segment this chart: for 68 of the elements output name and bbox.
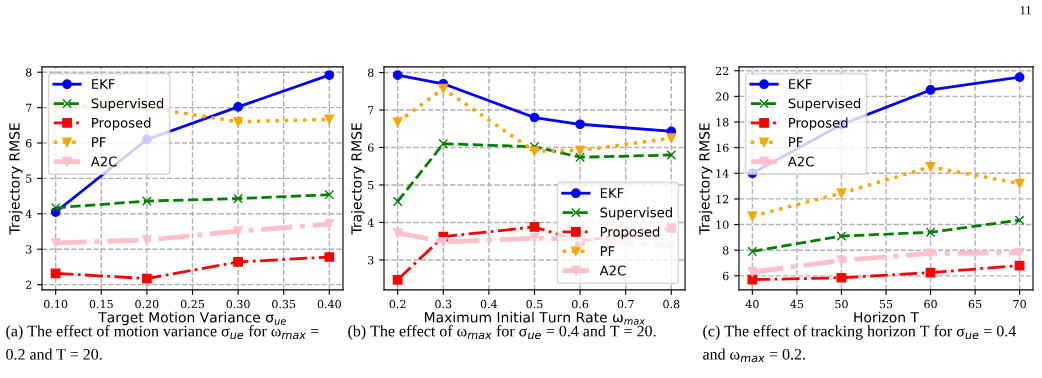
y-tick-label: 4 [367,218,374,227]
x-tick-label: 70 [1013,299,1026,309]
x-tick-label: 0.30 [226,299,250,309]
y-tick-label: 7 [26,103,32,112]
text: (b) The effect of ω$_{max}$ for σ$_{ue}$ = 0.4 and T = 20. [348,325,656,340]
x-tick-label: 0.4 [480,299,498,309]
x-tick-label: 0.25 [180,299,205,309]
x-tick-label: 0.2 [389,299,406,309]
y-tick-label: 3 [368,255,374,265]
y-tick-label: 3 [26,245,32,254]
x-tick-label: 0.35 [272,299,296,309]
y-tick-label: 8 [367,68,374,77]
legend-label: Supervised [788,98,861,111]
x-tick-label: 60 [924,299,937,309]
y-tick-label: 7 [368,106,374,115]
y-tick-label: 5 [368,181,374,190]
x-tick-label: 0.15 [89,299,113,309]
x-tick-label: 0.8 [663,299,680,309]
y-tick-label: 14 [716,169,729,178]
y-tick-label: 4 [25,209,32,219]
legend-label: A2C [90,156,117,167]
y-tick-label: 6 [722,271,729,281]
x-tick-label: 0.10 [44,299,68,309]
x-tick-label: 0.20 [135,299,159,309]
y-tick-label: 10 [716,220,729,229]
legend-label: PF [789,137,803,147]
text: (c) The effect of tracking horizon T for σ$_{ue}$ = 0.4 and ω$_{max}$ = 0.2. [703,325,1017,363]
y-tick-label: 16 [716,143,729,153]
y-axis-title: Trajectory RMSE [350,123,365,235]
x-tick-label: 40 [745,299,759,309]
y-tick-label: 5 [26,174,32,183]
legend-label: PF [600,246,615,256]
x-tick-label: 65 [968,299,982,309]
text: 11 [1020,6,1031,15]
x-tick-label: 45 [790,299,804,309]
y-tick-label: 6 [367,143,374,152]
legend-label: A2C [599,265,626,276]
legend-label: PF [92,137,106,147]
y-axis-title: Trajectory RMSE [698,123,713,235]
y-tick-label: 8 [722,246,729,255]
x-tick-label: 0.3 [435,299,452,309]
y-tick-label: 20 [715,92,729,101]
legend-label: Proposed [600,226,660,240]
x-tick-label: 50 [835,299,848,309]
legend-label: EKF [92,79,115,89]
legend-label: Proposed [92,117,151,131]
x-tick-label: 0.7 [617,299,634,309]
y-tick-label: 6 [25,138,32,148]
legend-label: A2C [787,156,814,167]
legend-label: EKF [600,188,624,198]
x-tick-label: 55 [879,299,893,309]
y-axis-title: Trajectory RMSE [8,123,23,235]
legend-label: Supervised [91,98,164,111]
y-tick-label: 18 [716,117,729,127]
y-tick-label: 8 [25,68,32,77]
text: (a) The effect of motion variance σ$_{ue}$ for ω$_{max}$ = 0.2 and T = 20. [6,325,319,360]
x-axis-title: Target Motion Variance σ$_{ue}$ [98,311,286,326]
y-tick-label: 12 [716,194,729,204]
x-tick-label: 0.6 [572,299,589,309]
y-tick-label: 22 [715,66,729,75]
x-tick-label: 0.40 [317,299,341,309]
x-axis-title: Maximum Initial Turn Rate ω$_{max}$ [424,311,646,325]
legend-label: Proposed [789,117,848,131]
y-tick-label: 2 [25,280,32,289]
legend-label: EKF [789,79,812,89]
x-tick-label: 0.5 [526,299,543,309]
x-axis-title: Horizon T [854,311,920,323]
legend-label: Supervised [600,207,672,220]
